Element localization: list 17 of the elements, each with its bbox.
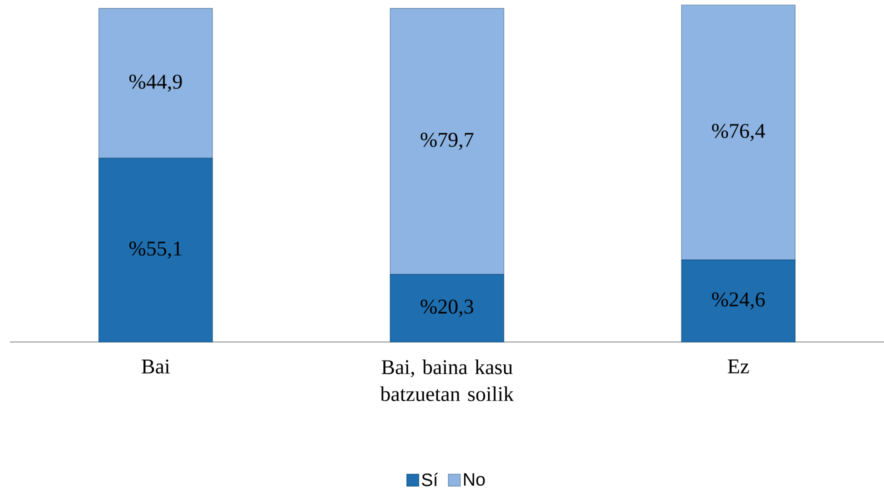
- bar: [390, 8, 504, 275]
- bar: [98, 8, 213, 158]
- data-label: %44,9: [129, 74, 182, 92]
- data-label: %79,7: [420, 132, 474, 150]
- data-label: %20,3: [420, 300, 474, 317]
- bar: [390, 274, 504, 342]
- data-label: %55,1: [129, 242, 182, 259]
- legend-label: Sí: [422, 472, 438, 486]
- bar: [681, 4, 796, 260]
- x-tick-label: Bai: [142, 360, 170, 374]
- bar: [98, 158, 213, 342]
- x-tick-label: Bai, baina kasu batzuetan soilik: [380, 360, 514, 402]
- bar: [681, 260, 796, 342]
- data-label: %76,4: [712, 124, 766, 142]
- data-label: %24,6: [712, 292, 765, 310]
- x-tick-label: Ez: [728, 360, 749, 374]
- legend-label: No: [464, 473, 485, 486]
